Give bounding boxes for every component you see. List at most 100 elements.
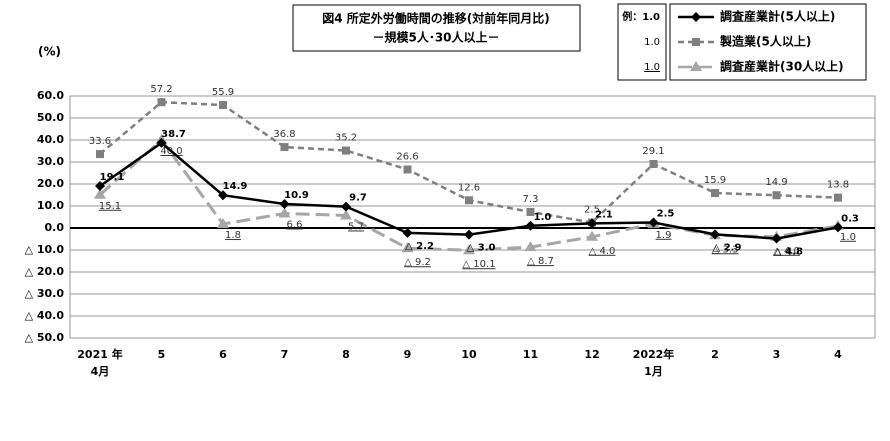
- legend-example: 1.0: [644, 37, 660, 48]
- y-tick-label: 60.0: [37, 89, 64, 102]
- y-tick-label: 50.0: [37, 111, 64, 124]
- x-tick-label: 8: [342, 348, 350, 361]
- value-label: 6.6: [287, 219, 303, 230]
- marker: [341, 201, 351, 212]
- x-tick-label: 9: [404, 348, 412, 361]
- value-label: 9.7: [349, 193, 367, 204]
- x-tick-label: 6: [219, 348, 227, 361]
- value-label: 29.1: [642, 146, 664, 157]
- value-label: 14.9: [765, 177, 787, 188]
- marker: [833, 222, 843, 233]
- marker: [280, 143, 289, 152]
- legend-marker: [691, 12, 701, 22]
- value-label: 1.8: [225, 230, 241, 241]
- y-tick-label: 10.0: [37, 199, 64, 212]
- value-label: 26.6: [396, 151, 418, 162]
- marker: [771, 233, 782, 244]
- value-label: 2.1: [595, 209, 613, 220]
- x-tick-label: 2022年 1月: [633, 347, 675, 378]
- marker: [217, 218, 229, 229]
- plot-area: [69, 95, 876, 339]
- value-label: 35.2: [335, 133, 357, 144]
- marker: [157, 98, 166, 107]
- value-label: △ 4.8: [774, 247, 803, 258]
- value-label: △ 3.3: [712, 244, 739, 255]
- marker: [401, 242, 414, 253]
- legend-label: 調査産業計(5人以上): [720, 9, 835, 24]
- x-tick-label: 3: [773, 348, 781, 361]
- value-label: 5.7: [348, 221, 364, 232]
- marker: [587, 218, 597, 229]
- legend-example-box: [617, 3, 667, 81]
- value-label: 14.9: [223, 181, 248, 192]
- marker: [94, 188, 106, 199]
- x-tick-label: 7: [281, 348, 289, 361]
- value-label: 57.2: [150, 84, 172, 95]
- y-tick-label: △ 10.0: [25, 243, 65, 256]
- marker: [342, 146, 350, 155]
- value-label: △ 4.0: [589, 246, 616, 257]
- marker: [279, 199, 290, 210]
- legend-example: 例：1.0: [622, 10, 660, 23]
- value-label: 19.1: [100, 172, 125, 183]
- marker: [463, 244, 475, 255]
- value-label: 15.9: [704, 175, 726, 186]
- value-label: △ 4.0: [773, 246, 800, 257]
- x-tick-label: 12: [584, 348, 599, 361]
- marker: [772, 191, 781, 200]
- value-label: 10.9: [284, 190, 309, 201]
- marker: [95, 180, 105, 191]
- value-label: 15.1: [99, 201, 121, 212]
- marker: [403, 165, 412, 174]
- value-label: 13.8: [827, 180, 849, 191]
- value-label: 0.3: [841, 213, 859, 224]
- value-label: 2.5: [657, 209, 675, 220]
- marker: [834, 193, 842, 202]
- marker: [586, 230, 598, 241]
- x-tick-label: 10: [461, 348, 477, 361]
- marker: [525, 220, 536, 231]
- x-tick-label: 4: [834, 348, 842, 361]
- value-label: △ 9.2: [404, 257, 431, 268]
- value-label: △ 8.7: [527, 256, 554, 267]
- marker: [402, 227, 413, 238]
- x-tick-label: 2: [711, 348, 719, 361]
- marker: [710, 229, 720, 240]
- y-tick-label: 30.0: [37, 155, 64, 168]
- legend-label: 製造業(5人以上): [719, 34, 811, 49]
- legend-label: 調査産業計(30人以上): [720, 59, 844, 74]
- value-label: 2.5: [584, 205, 600, 216]
- y-tick-label: △ 30.0: [25, 287, 65, 300]
- y-tick-label: 40.0: [37, 133, 64, 146]
- value-label: 1.0: [840, 232, 856, 243]
- marker: [648, 217, 659, 228]
- marker: [218, 190, 228, 201]
- marker: [649, 159, 658, 168]
- y-tick-label: 0.0: [45, 221, 65, 234]
- value-label: 7.3: [523, 194, 539, 205]
- legend-example: 1.0: [644, 62, 660, 73]
- value-label: 12.6: [458, 182, 480, 193]
- x-tick-label: 2021 年 4月: [77, 347, 122, 378]
- marker: [526, 207, 535, 216]
- value-label: △ 10.1: [462, 259, 495, 270]
- value-label: △ 2.9: [713, 242, 742, 253]
- x-tick-label: 5: [158, 348, 166, 361]
- y-tick-label: △ 20.0: [25, 265, 65, 278]
- marker: [464, 229, 474, 240]
- marker: [219, 101, 227, 110]
- value-label: 38.7: [161, 129, 186, 140]
- value-label: 33.6: [89, 136, 111, 147]
- value-label: 1.9: [656, 230, 672, 241]
- title-box: [292, 4, 581, 52]
- y-tick-label: △ 40.0: [25, 309, 65, 322]
- y-axis-label: (%): [38, 45, 61, 59]
- value-label: 1.0: [534, 212, 552, 223]
- x-tick-label: 11: [523, 348, 538, 361]
- marker: [156, 137, 167, 148]
- legend-marker: [692, 38, 700, 46]
- y-tick-label: △ 50.0: [25, 331, 65, 344]
- marker: [340, 209, 352, 220]
- marker: [278, 207, 291, 218]
